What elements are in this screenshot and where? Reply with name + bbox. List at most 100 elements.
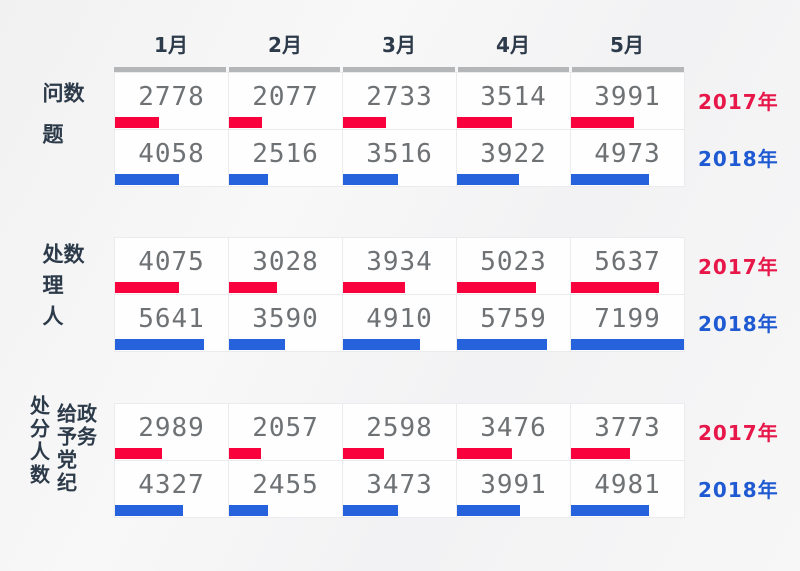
value-cell: 3991	[457, 461, 571, 518]
bar-value: 2598	[366, 413, 433, 443]
bar-value: 7199	[594, 304, 661, 334]
value-cell: 4973	[571, 130, 685, 187]
year-label-2018: 2018年	[698, 312, 779, 336]
bar-value: 2733	[366, 82, 433, 112]
bar-value: 3590	[252, 304, 319, 334]
chart-handled-people-count: 处理人数 4075 3028 3934 5023 5637 5641 3590 4910 575…	[0, 237, 800, 356]
value-cell: 2598	[343, 404, 457, 461]
chart-title-vertical: 处分人数	[26, 395, 51, 487]
value-cell: 4981	[571, 461, 685, 518]
header-rule-segment	[228, 67, 341, 72]
bar-2017	[457, 448, 512, 459]
bar-2017	[229, 117, 262, 128]
value-cell: 7199	[571, 295, 685, 352]
bar-value: 3773	[594, 413, 661, 443]
bar-2017	[343, 117, 386, 128]
bar-2017	[343, 448, 384, 459]
bar-value: 3028	[252, 247, 319, 277]
bar-value: 4327	[138, 470, 205, 500]
value-cell: 4910	[343, 295, 457, 352]
bar-value: 5759	[480, 304, 547, 334]
bar-value: 5023	[480, 247, 547, 277]
bar-2017	[571, 282, 660, 293]
bar-value: 2516	[252, 139, 319, 169]
value-cell: 3934	[343, 238, 457, 295]
bar-table: 2989 2057 2598 3476 3773 4327 2455 3473 3991 4981	[114, 403, 685, 518]
bar-2018	[343, 505, 398, 516]
bar-value: 4058	[138, 139, 205, 169]
value-cell: 3476	[457, 404, 571, 461]
header-rule-segment	[457, 67, 570, 72]
year-label-2018: 2018年	[698, 478, 779, 502]
value-cell: 3922	[457, 130, 571, 187]
month-label: 4月	[496, 32, 530, 57]
bar-2017	[115, 117, 159, 128]
header-rule-segment	[572, 67, 684, 72]
bar-value: 3514	[480, 82, 547, 112]
bar-2017	[457, 117, 513, 128]
value-cell: 2516	[229, 130, 343, 187]
bar-value: 5637	[594, 247, 661, 277]
bar-2018	[229, 174, 269, 185]
bar-2018	[343, 174, 399, 185]
header-rule-segment	[114, 67, 226, 72]
month-label: 3月	[382, 32, 416, 57]
chart-title-problem-count: 问题数	[16, 72, 108, 186]
value-cell: 2455	[229, 461, 343, 518]
chart-title-handled-people-count: 处理人数	[16, 237, 108, 351]
bar-2018	[571, 505, 650, 516]
bar-table: 2778 2077 2733 3514 3991 4058 2516 3516 3922 4973	[114, 72, 685, 187]
bar-2017	[571, 117, 634, 128]
bar-2018	[115, 339, 204, 350]
bar-2018	[571, 174, 650, 185]
chart-problem-count: 问题数 2778 2077 2733 3514 3991 4058 2516 3516 3922…	[0, 67, 800, 187]
value-cell: 5637	[571, 238, 685, 295]
bar-value: 3991	[480, 470, 547, 500]
bar-value: 2778	[138, 82, 205, 112]
bar-value: 4075	[138, 247, 205, 277]
chart-subtitle-vertical: 给予党纪政务	[53, 403, 98, 495]
bar-value: 2455	[252, 470, 319, 500]
bar-2017	[457, 282, 536, 293]
bar-table: 4075 3028 3934 5023 5637 5641 3590 4910 5759 7199	[114, 237, 685, 352]
bar-2017	[229, 448, 262, 459]
bar-value: 3516	[366, 139, 433, 169]
header-rule	[114, 67, 684, 72]
value-cell: 5023	[457, 238, 571, 295]
month-label: 5月	[610, 32, 644, 57]
bar-value: 2077	[252, 82, 319, 112]
bar-value: 3476	[480, 413, 547, 443]
year-legend: 2017年 2018年	[698, 403, 798, 517]
bar-2018	[229, 339, 286, 350]
month-label: 2月	[268, 32, 302, 57]
bar-2018	[457, 174, 519, 185]
bar-2017	[115, 282, 179, 293]
year-label-2017: 2017年	[698, 90, 779, 114]
chart-punished-people-count: 处分人数 给予党纪政务 2989 2057 2598 3476 3773 4327 2455 3…	[0, 395, 800, 522]
bar-value: 2989	[138, 413, 205, 443]
year-label-2017: 2017年	[698, 421, 779, 445]
bar-value: 3473	[366, 470, 433, 500]
value-cell: 3028	[229, 238, 343, 295]
value-cell: 2733	[343, 73, 457, 130]
header-rule-segment	[343, 67, 455, 72]
bar-value: 4973	[594, 139, 661, 169]
value-cell: 4075	[115, 238, 229, 295]
value-cell: 3590	[229, 295, 343, 352]
bar-2018	[115, 505, 183, 516]
bar-2018	[343, 339, 421, 350]
bar-2018	[229, 505, 268, 516]
bar-2018	[457, 505, 520, 516]
month-header-row: 1月 2月 3月 4月 5月	[114, 26, 684, 60]
value-cell: 2057	[229, 404, 343, 461]
chart-title-vertical: 问题数	[40, 82, 85, 164]
bar-value: 4981	[594, 470, 661, 500]
bar-value: 2057	[252, 413, 319, 443]
value-cell: 3514	[457, 73, 571, 130]
bar-value: 3991	[594, 82, 661, 112]
bar-value: 3922	[480, 139, 547, 169]
year-label-2017: 2017年	[698, 255, 779, 279]
value-cell: 2077	[229, 73, 343, 130]
bar-2018	[457, 339, 548, 350]
